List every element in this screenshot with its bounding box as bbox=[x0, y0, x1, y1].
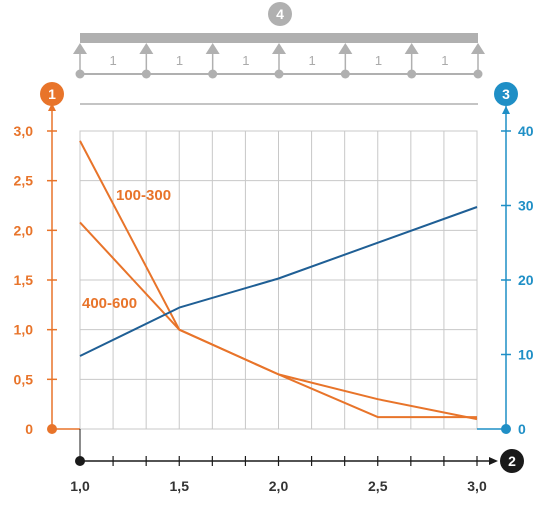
support-node bbox=[407, 69, 417, 79]
left-axis-tick-label: 2,5 bbox=[14, 173, 34, 189]
support-node bbox=[340, 69, 350, 79]
left-axis-origin bbox=[47, 424, 57, 434]
support-node bbox=[141, 69, 151, 79]
bottom-axis-arrow bbox=[489, 457, 498, 465]
badge-2: 2 bbox=[500, 449, 524, 473]
right-axis-arrow bbox=[502, 106, 510, 114]
badge-3-circle bbox=[494, 82, 518, 106]
support-triangle bbox=[338, 43, 353, 54]
series-line-400-600 bbox=[79, 221, 477, 419]
badge-4-label: 4 bbox=[276, 6, 284, 22]
badge-4: 4 bbox=[268, 2, 292, 26]
support-node bbox=[274, 69, 284, 79]
left-axis-tick-label: 2,0 bbox=[14, 222, 34, 238]
bottom-axis-tick-label: 1,5 bbox=[170, 478, 190, 494]
badge-3: 3 bbox=[494, 82, 518, 106]
span-label: 1 bbox=[176, 53, 183, 68]
right-axis-tick-label: 40 bbox=[518, 123, 534, 139]
support-triangle bbox=[139, 43, 154, 54]
span-label: 1 bbox=[110, 53, 117, 68]
badge-2-label: 2 bbox=[508, 453, 516, 469]
right-axis-tick-label: 10 bbox=[518, 347, 534, 363]
support-triangle bbox=[272, 43, 286, 54]
bottom-axis-tick-label: 2,5 bbox=[368, 478, 388, 494]
series-label-100-300: 100-300 bbox=[116, 187, 171, 204]
series-line-right-axis bbox=[79, 206, 478, 357]
axes: 1 3 2 bbox=[40, 82, 524, 473]
left-axis-tick-label: 1,0 bbox=[14, 322, 34, 338]
series bbox=[79, 140, 478, 421]
labels: 0 0,5 1,0 1,5 2,0 2,5 3,0 0 10 20 30 40 1,0 1,5 2,0 2,5… bbox=[14, 123, 534, 494]
plot-grid bbox=[79, 130, 478, 430]
left-axis-tick-label: 1,5 bbox=[14, 272, 34, 288]
badge-1-circle bbox=[40, 82, 64, 106]
support-node bbox=[208, 69, 218, 79]
badge-3-label: 3 bbox=[502, 86, 510, 102]
bottom-axis-origin bbox=[75, 456, 85, 466]
right-axis-tick-label: 30 bbox=[518, 198, 534, 214]
right-axis-tick-label: 20 bbox=[518, 272, 534, 288]
badge-1-label: 1 bbox=[48, 86, 56, 102]
support-triangle bbox=[404, 43, 419, 54]
support-node bbox=[75, 69, 85, 79]
support-triangle bbox=[73, 43, 87, 54]
badge-4-circle bbox=[268, 2, 292, 26]
left-axis-tick-label: 0,5 bbox=[14, 371, 34, 387]
right-axis-origin bbox=[501, 424, 511, 434]
badge-1: 1 bbox=[40, 82, 64, 106]
beam-bar bbox=[80, 33, 478, 43]
series-label-400-600: 400-600 bbox=[82, 295, 137, 312]
bottom-axis-tick-label: 1,0 bbox=[70, 478, 90, 494]
bottom-axis-tick-label: 2,0 bbox=[269, 478, 289, 494]
span-label: 1 bbox=[242, 53, 249, 68]
right-axis-tick-label: 0 bbox=[518, 421, 526, 437]
span-label: 1 bbox=[309, 53, 316, 68]
badge-2-circle bbox=[500, 449, 524, 473]
support-node bbox=[473, 69, 483, 79]
left-axis-tick-label: 3,0 bbox=[14, 123, 34, 139]
bottom-axis-tick-label: 3,0 bbox=[467, 478, 487, 494]
support-triangle bbox=[471, 43, 485, 54]
span-label: 1 bbox=[375, 53, 382, 68]
left-axis-arrow bbox=[48, 103, 56, 111]
support-triangle bbox=[205, 43, 220, 54]
beam-diagram: 4 1 1 1 1 1 1 bbox=[73, 2, 485, 105]
left-axis-tick-label: 0 bbox=[25, 421, 33, 437]
span-label: 1 bbox=[441, 53, 448, 68]
